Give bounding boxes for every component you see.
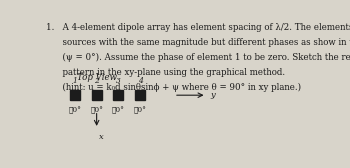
Text: ⁀0°: ⁀0° [112,106,125,114]
Text: ⁀0°: ⁀0° [90,106,103,114]
Text: ⁀0°: ⁀0° [134,106,147,114]
Text: 2: 2 [94,77,99,86]
Text: 1.   A 4-element dipole array has element spacing of λ/2. The elements are excit: 1. A 4-element dipole array has element … [47,23,350,32]
Text: Top View: Top View [77,73,117,81]
Text: y: y [211,91,215,99]
Text: x: x [99,133,104,141]
Text: sources with the same magnitude but different phases as show in the figure below: sources with the same magnitude but diff… [47,38,350,47]
Text: (hint: u = k₀d sinθsinϕ + ψ where θ = 90° in xy plane.): (hint: u = k₀d sinθsinϕ + ψ where θ = 90… [47,83,302,92]
Text: 1: 1 [72,77,77,86]
Text: ⁀0°: ⁀0° [69,106,82,114]
Text: (ψ = 0°). Assume the phase of element 1 to be zero. Sketch the resulting radiati: (ψ = 0°). Assume the phase of element 1 … [47,53,350,62]
Text: 4: 4 [138,77,142,86]
Text: 3: 3 [116,77,121,86]
Text: pattern in the xy-plane using the graphical method.: pattern in the xy-plane using the graphi… [47,68,286,77]
